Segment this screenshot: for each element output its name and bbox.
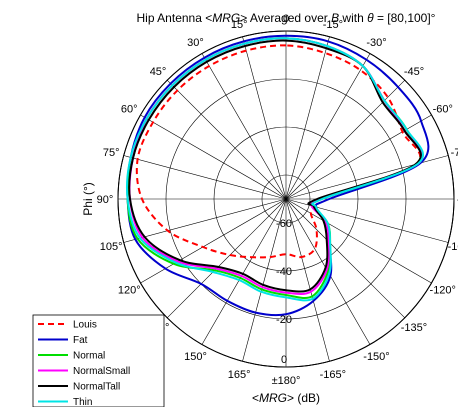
- angle-tick-label: -120°: [430, 285, 456, 297]
- radial-tick-label: -60: [276, 218, 292, 230]
- angle-tick-label: -45°: [404, 66, 424, 78]
- legend-label-normal: Normal: [73, 351, 105, 362]
- angle-tick-label: -90°: [457, 194, 458, 206]
- series-line-fat: [126, 34, 430, 317]
- angle-tick-label: 105°: [100, 241, 123, 253]
- radial-tick-label: 0: [281, 354, 287, 366]
- spoke-line: [242, 36, 287, 200]
- angle-tick-label: 150°: [184, 351, 207, 363]
- angle-tick-label: -165°: [320, 369, 346, 381]
- angle-tick-label: 30°: [187, 37, 204, 49]
- ring: [213, 126, 359, 272]
- angle-tick-label: 60°: [121, 104, 138, 116]
- angle-tick-label: 15°: [231, 19, 248, 31]
- spoke-line: [166, 198, 287, 319]
- radial-tick-label: -40: [276, 266, 292, 278]
- spoke-line: [285, 198, 406, 319]
- angle-tick-label: 120°: [118, 285, 141, 297]
- legend-label-normalsmall: NormalSmall: [73, 366, 130, 377]
- angle-tick-label: -30°: [366, 37, 386, 49]
- x-axis-label: <MRG> (dB): [252, 391, 320, 405]
- radial-tick-label: -20: [276, 314, 292, 326]
- angle-tick-label: 0: [283, 13, 289, 25]
- legend: Louis Fat Normal NormalSmall NormalTall Thin: [32, 314, 165, 407]
- series-group: [126, 34, 430, 317]
- tick-labels: 015°30°45°60°75°90°105°120°135°150°165°±…: [97, 13, 458, 387]
- angle-tick-label: -60°: [433, 104, 453, 116]
- angle-tick-label: -15°: [323, 19, 343, 31]
- spoke-line: [201, 53, 287, 200]
- ring: [261, 174, 311, 224]
- spoke-line: [123, 198, 287, 243]
- spoke-line: [285, 53, 371, 200]
- angle-tick-label: ±180°: [272, 375, 301, 387]
- y-axis-label: Phi (°): [81, 182, 95, 215]
- spoke-line: [285, 36, 330, 200]
- series-line-normaltall: [128, 39, 422, 293]
- series-line-thin: [126, 37, 425, 302]
- legend-label-thin: Thin: [73, 397, 92, 407]
- polar-grid: [117, 30, 455, 368]
- legend-box: [32, 314, 165, 407]
- spoke-line: [242, 198, 287, 362]
- angle-tick-label: 165°: [228, 369, 251, 381]
- angle-tick-label: 75°: [103, 147, 120, 159]
- angle-tick-label: 45°: [150, 66, 167, 78]
- ring: [165, 78, 407, 320]
- series-line-louis: [135, 44, 422, 259]
- angle-tick-label: 90°: [97, 194, 114, 206]
- angle-tick-label: -150°: [363, 351, 389, 363]
- legend-label-fat: Fat: [73, 335, 88, 346]
- legend-label-normaltall: NormalTall: [73, 382, 120, 393]
- angle-tick-label: -105°: [448, 241, 458, 253]
- spoke-line: [166, 79, 287, 200]
- spoke-line: [123, 155, 287, 200]
- spoke-line: [201, 198, 287, 345]
- angle-tick-label: -75°: [451, 147, 458, 159]
- legend-label-louis: Louis: [73, 320, 97, 331]
- spoke-line: [140, 114, 287, 200]
- chart-title: Hip Antenna <MRG> Averaged over B with θ…: [137, 11, 436, 25]
- spoke-line: [285, 198, 330, 362]
- outer-ring: [117, 30, 455, 368]
- angle-tick-label: -135°: [401, 322, 427, 334]
